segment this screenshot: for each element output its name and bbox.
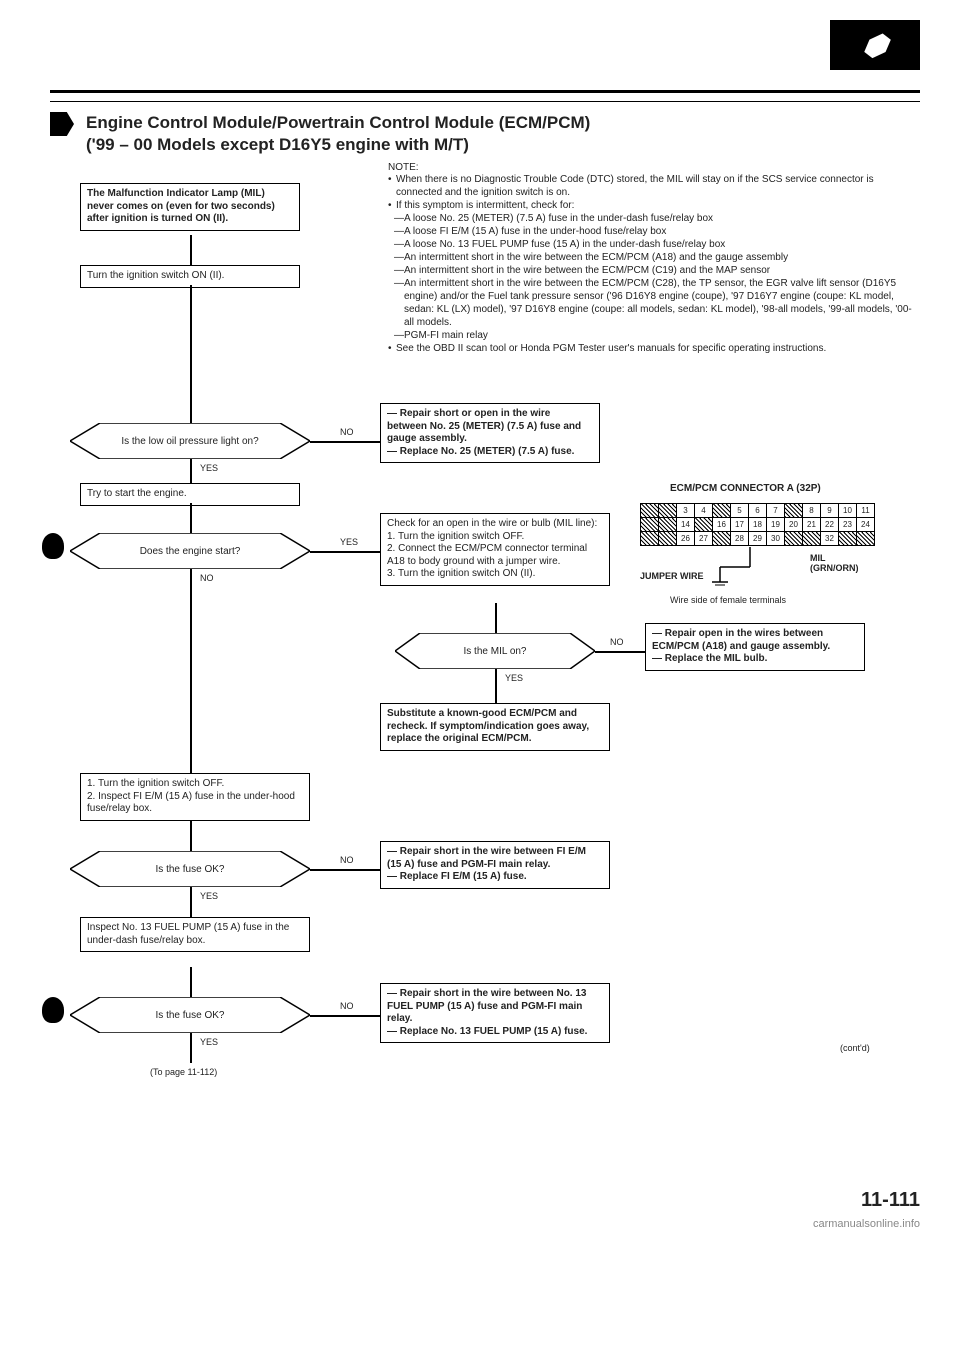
logo-glyph: ⬢	[860, 29, 890, 62]
to-page: (To page 11-112)	[150, 1067, 217, 1077]
yes-label: YES	[505, 673, 523, 683]
rule-thick	[50, 90, 920, 93]
connector-diagram: 3456789101114161718192021222324262728293…	[640, 503, 875, 546]
contd: (cont'd)	[840, 1043, 870, 1053]
flow-dec4: Is the fuse OK?	[70, 851, 310, 887]
flow-act5: — Repair short in the wire between FI E/…	[380, 841, 610, 889]
drop-icon	[42, 997, 64, 1023]
flow-dec1: Is the low oil pressure light on?	[70, 423, 310, 459]
flow-start: The Malfunction Indicator Lamp (MIL) nev…	[80, 183, 300, 231]
yes-label: YES	[200, 463, 218, 473]
watermark: carmanualsonline.info	[813, 1218, 920, 1230]
page-title-row: Engine Control Module/Powertrain Control…	[50, 112, 920, 156]
yes-label: YES	[200, 1037, 218, 1047]
note-d5: An intermittent short in the wire betwee…	[404, 264, 770, 277]
mil-label: MIL (GRN/ORN)	[810, 553, 875, 573]
drop-icon	[42, 533, 64, 559]
page-title: Engine Control Module/Powertrain Control…	[86, 112, 590, 156]
note-b2: If this symptom is intermittent, check f…	[396, 199, 574, 212]
jumper-label: JUMPER WIRE	[640, 571, 704, 581]
yes-label: YES	[340, 537, 358, 547]
note-d1: A loose No. 25 (METER) (7.5 A) fuse in t…	[404, 212, 713, 225]
no-label: NO	[200, 573, 214, 583]
title-line1: Engine Control Module/Powertrain Control…	[86, 112, 590, 134]
arrow-bullet-icon	[50, 112, 74, 136]
no-label: NO	[340, 855, 354, 865]
note-d7: PGM-FI main relay	[404, 329, 488, 342]
no-label: NO	[340, 427, 354, 437]
note-d4: An intermittent short in the wire betwee…	[404, 251, 788, 264]
no-label: NO	[610, 637, 624, 647]
connector-title: ECM/PCM CONNECTOR A (32P)	[670, 483, 821, 494]
title-line2: ('99 – 00 Models except D16Y5 engine wit…	[86, 134, 590, 156]
flow-act2: Check for an open in the wire or bulb (M…	[380, 513, 610, 586]
note-list: •When there is no Diagnostic Trouble Cod…	[388, 173, 920, 355]
flow-act4: Substitute a known-good ECM/PCM and rech…	[380, 703, 610, 751]
note-b3: See the OBD II scan tool or Honda PGM Te…	[396, 342, 826, 355]
flow-act6: — Repair short in the wire between No. 1…	[380, 983, 610, 1043]
connector-caption: Wire side of female terminals	[670, 595, 786, 605]
no-label: NO	[340, 1001, 354, 1011]
page-number: 11-111	[861, 1189, 920, 1212]
note-b1: When there is no Diagnostic Trouble Code…	[396, 173, 920, 199]
rule-thin	[50, 101, 920, 102]
note-d6: An intermittent short in the wire betwee…	[404, 277, 920, 329]
brand-logo: ⬢	[830, 20, 920, 70]
note-d3: A loose No. 13 FUEL PUMP fuse (15 A) in …	[404, 238, 725, 251]
yes-label: YES	[200, 891, 218, 901]
flow-act1: — Repair short or open in the wire betwe…	[380, 403, 600, 463]
flow-dec3: Is the MIL on?	[395, 633, 595, 669]
flow-dec5: Is the fuse OK?	[70, 997, 310, 1033]
flowchart: The Malfunction Indicator Lamp (MIL) nev…	[50, 363, 920, 1353]
flow-step4: 1. Turn the ignition switch OFF. 2. Insp…	[80, 773, 310, 821]
note-d2: A loose FI E/M (15 A) fuse in the under-…	[404, 225, 666, 238]
flow-step5: Inspect No. 13 FUEL PUMP (15 A) fuse in …	[80, 917, 310, 952]
note-label: NOTE:	[388, 162, 920, 173]
flow-act3: — Repair open in the wires between ECM/P…	[645, 623, 865, 671]
flow-dec2: Does the engine start?	[70, 533, 310, 569]
